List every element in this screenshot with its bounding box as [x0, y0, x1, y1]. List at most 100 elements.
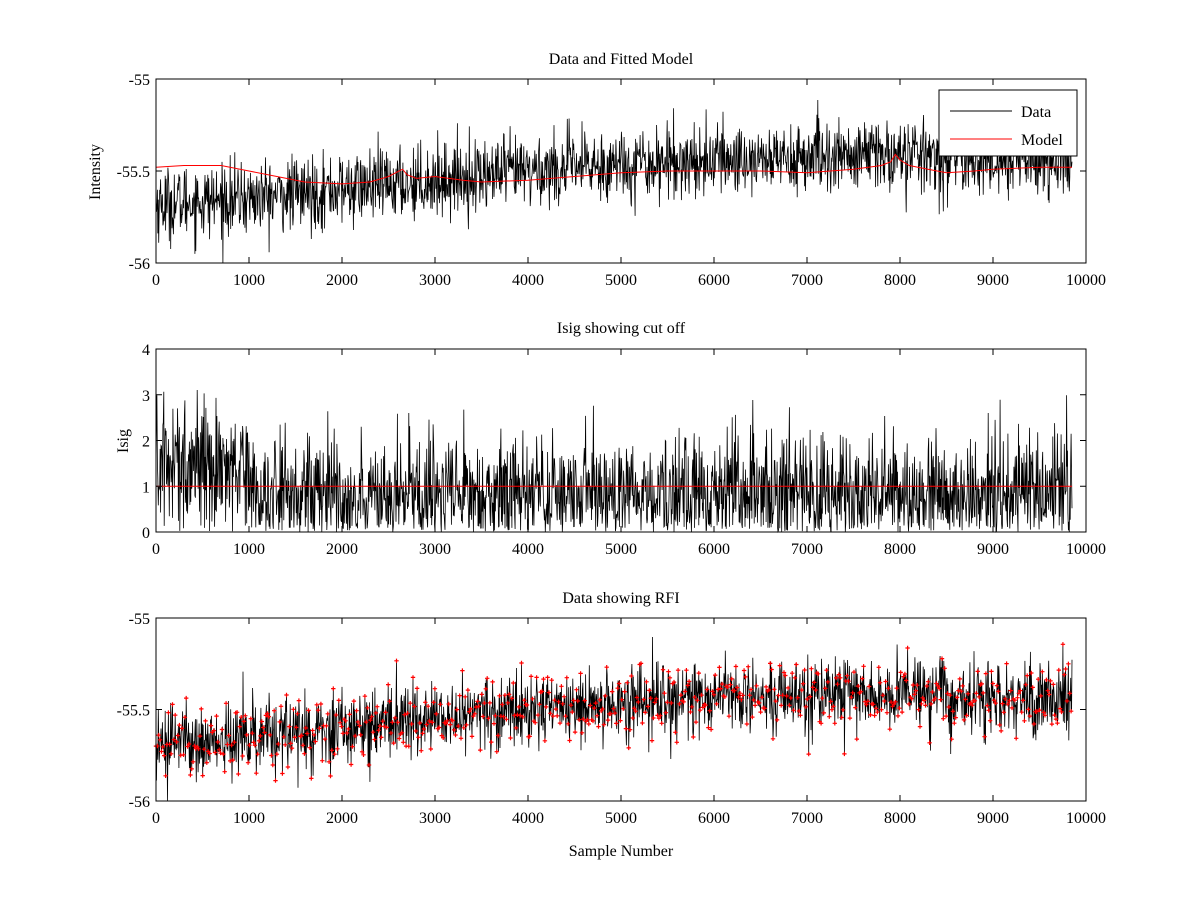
rfi-marker	[318, 701, 324, 707]
rfi-marker	[265, 711, 270, 716]
rfi-marker	[1059, 709, 1064, 715]
rfi-marker	[372, 737, 377, 742]
rfi-marker	[616, 681, 622, 686]
rfi-marker	[1049, 721, 1055, 727]
rfi-marker	[740, 693, 745, 698]
rfi-marker	[223, 701, 229, 706]
rfi-marker	[409, 721, 414, 727]
rfi-marker	[185, 744, 190, 749]
rfi-marker	[894, 686, 899, 691]
rfi-marker	[215, 739, 220, 745]
rfi-marker	[276, 741, 281, 747]
x-tick-label: 3000	[419, 272, 451, 289]
rfi-marker	[326, 759, 332, 764]
rfi-marker	[443, 721, 449, 726]
rfi-marker	[552, 698, 557, 703]
rfi-marker	[651, 715, 656, 721]
rfi-marker	[358, 732, 363, 738]
rfi-marker	[776, 693, 781, 698]
rfi-marker	[823, 686, 828, 691]
rfi-marker	[168, 751, 174, 756]
rfi-marker	[468, 706, 473, 712]
rfi-marker	[1068, 709, 1074, 714]
rfi-marker	[1042, 713, 1048, 718]
rfi-marker	[181, 752, 186, 757]
rfi-marker	[644, 679, 649, 684]
rfi-marker	[501, 714, 506, 719]
rfi-marker	[416, 735, 421, 740]
rfi-marker	[774, 717, 780, 723]
rfi-marker	[446, 701, 451, 707]
rfi-marker	[985, 703, 990, 708]
rfi-marker	[930, 689, 935, 695]
rfi-marker	[882, 698, 887, 704]
rfi-marker	[596, 724, 601, 729]
rfi-marker	[295, 711, 300, 716]
rfi-marker	[244, 732, 249, 738]
rfi-marker	[770, 736, 776, 741]
x-tick-label: 6000	[698, 541, 730, 558]
rfi-marker	[876, 665, 881, 670]
rfi-marker	[714, 701, 719, 707]
rfi-marker	[464, 722, 469, 728]
rfi-marker	[726, 714, 732, 719]
rfi-marker	[465, 687, 471, 693]
rfi-marker	[618, 718, 623, 723]
rfi-marker	[337, 720, 343, 725]
rfi-marker	[207, 751, 212, 756]
rfi-marker	[344, 730, 350, 736]
rfi-marker	[610, 689, 615, 694]
rfi-marker	[935, 683, 940, 689]
rfi-marker	[332, 752, 337, 757]
panel-3-x-ticks: 0 1000 2000 3000 4000 5000 6000 7000 8000 9000 100…	[152, 618, 1106, 827]
rfi-marker	[324, 723, 329, 729]
x-tick-label: 2000	[326, 272, 358, 289]
rfi-marker	[1038, 693, 1044, 699]
rfi-marker	[566, 721, 571, 726]
rfi-marker	[886, 686, 891, 691]
y-tick-label: 2	[142, 434, 150, 451]
x-tick-label: 7000	[791, 810, 823, 827]
rfi-marker	[828, 699, 833, 704]
rfi-marker	[280, 771, 285, 776]
rfi-marker	[380, 719, 385, 724]
rfi-marker	[763, 684, 769, 690]
rfi-marker	[313, 739, 318, 744]
rfi-marker	[432, 686, 438, 691]
rfi-marker	[847, 715, 853, 721]
rfi-marker	[677, 701, 682, 707]
rfi-marker	[208, 723, 214, 728]
x-tick-label: 10000	[1066, 810, 1106, 827]
rfi-marker	[528, 674, 534, 679]
rfi-marker	[175, 733, 181, 738]
rfi-marker	[739, 697, 744, 702]
rfi-marker	[329, 748, 335, 753]
rfi-marker	[798, 713, 803, 718]
rfi-marker	[534, 675, 539, 680]
rfi-marker	[406, 744, 411, 749]
rfi-marker	[1048, 678, 1053, 684]
rfi-marker	[920, 695, 925, 701]
panel-isig-cutoff: Isig showing cut off Isig 0 1000 2000 3000 4…	[115, 320, 1106, 558]
rfi-marker	[654, 696, 659, 701]
rfi-marker	[603, 693, 608, 699]
rfi-marker	[454, 707, 460, 712]
rfi-marker	[353, 733, 358, 739]
rfi-marker	[184, 695, 189, 701]
panel-2-ylabel: Isig	[115, 429, 132, 453]
rfi-marker	[486, 716, 491, 721]
rfi-marker	[199, 706, 204, 712]
rfi-marker	[665, 700, 670, 705]
rfi-marker	[888, 699, 894, 705]
rfi-marker	[456, 723, 461, 729]
rfi-marker	[366, 762, 372, 768]
rfi-marker	[506, 692, 512, 697]
rfi-marker	[1018, 688, 1023, 693]
rfi-marker	[678, 692, 684, 698]
rfi-marker	[173, 712, 178, 718]
rfi-marker	[421, 726, 427, 732]
rfi-marker	[834, 675, 839, 681]
rfi-marker	[590, 718, 596, 724]
rfi-marker	[535, 712, 541, 718]
rfi-marker	[842, 751, 847, 757]
